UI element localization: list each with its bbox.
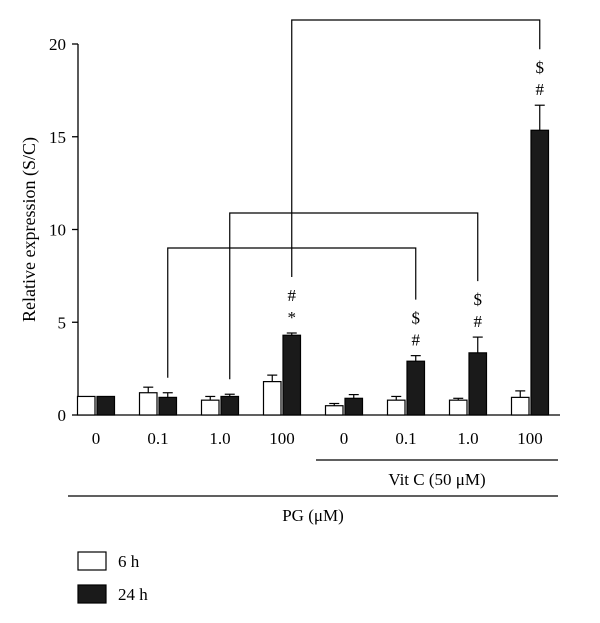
bar-6h [76, 395, 96, 416]
significance-marker: # [412, 331, 421, 350]
bars [76, 129, 550, 416]
bar-24h [468, 352, 488, 416]
significance-marker: $ [412, 309, 421, 328]
significance-marker: # [288, 286, 297, 305]
x-tick-label: 0 [92, 429, 101, 448]
bar-24h [220, 395, 240, 416]
legend-swatch-24h [77, 584, 107, 604]
bar-6h [510, 396, 530, 416]
x-tick-label: 0.1 [395, 429, 416, 448]
y-tick-label: 10 [49, 221, 66, 240]
group-labels: Vit C (50 μM) PG (μM) [68, 459, 558, 525]
x-tick-label: 1.0 [209, 429, 230, 448]
legend-label: 24 h [118, 585, 148, 604]
x-axis: 0 0.1 1.0 100 0 0.1 1.0 100 [78, 414, 560, 448]
significance-marker: $ [536, 58, 545, 77]
comparison-brackets [167, 19, 541, 380]
y-tick-label: 15 [49, 128, 66, 147]
x-tick-label: 100 [517, 429, 543, 448]
comparison-bracket [291, 19, 541, 278]
bar-6h [200, 399, 220, 416]
group-label: Vit C (50 μM) [388, 470, 485, 489]
bar-24h [158, 396, 178, 416]
bar-6h [262, 381, 282, 416]
legend-swatch-6h [77, 551, 107, 571]
significance-markers: # * $ # $ # $ # [288, 58, 545, 349]
bar-6h [324, 405, 344, 416]
y-axis: 0 5 10 15 20 [49, 35, 79, 425]
bar-24h [406, 360, 426, 416]
legend: 6 h 24 h [77, 551, 148, 604]
x-tick-label: 100 [269, 429, 295, 448]
group-label: PG (μM) [282, 506, 344, 525]
y-tick-label: 20 [49, 35, 66, 54]
bar-24h [344, 397, 364, 416]
y-axis-title: Relative expression (S/C) [19, 137, 40, 322]
significance-marker: $ [474, 290, 483, 309]
error-bars [143, 104, 545, 406]
significance-marker: # [536, 80, 545, 99]
bar-6h [448, 399, 468, 416]
x-tick-label: 0.1 [147, 429, 168, 448]
legend-label: 6 h [118, 552, 140, 571]
y-tick-label: 5 [58, 313, 67, 332]
x-tick-label: 1.0 [457, 429, 478, 448]
comparison-bracket [229, 212, 479, 380]
bar-6h [386, 399, 406, 416]
x-tick-label: 0 [340, 429, 349, 448]
bar-24h [96, 395, 116, 416]
significance-marker: # [474, 312, 483, 331]
significance-marker: * [288, 308, 297, 327]
bar-24h [530, 129, 550, 416]
bar-24h [282, 334, 302, 416]
y-tick-label: 0 [58, 406, 67, 425]
bar-6h [138, 392, 158, 416]
y-ticks: 0 5 10 15 20 [49, 35, 78, 425]
